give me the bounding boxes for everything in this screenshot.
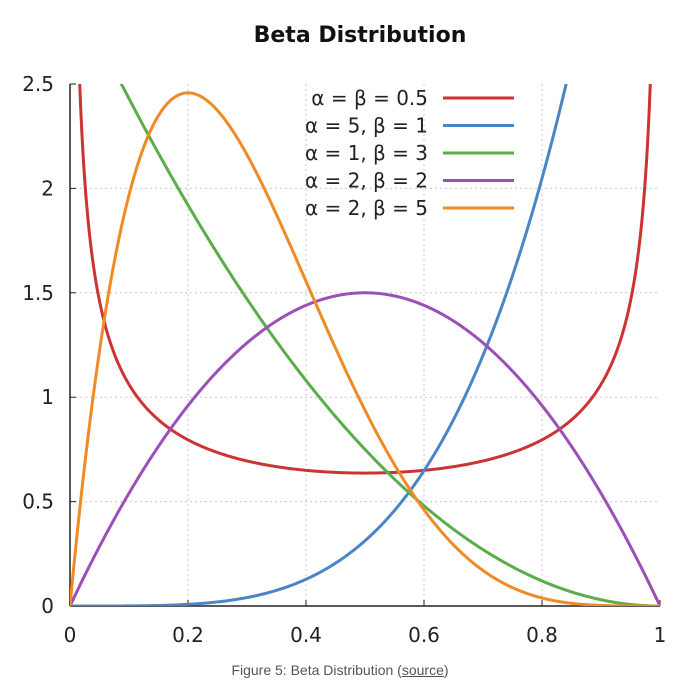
axes: 0 0.2 0.4 0.6 0.8 1 0 0.5 1 1.5 2 2.5: [22, 72, 666, 647]
y-tick-label: 0.5: [22, 490, 54, 514]
series-line-3: [119, 84, 660, 606]
y-tick-label: 2.5: [22, 72, 54, 96]
x-tick-label: 0.2: [172, 623, 204, 647]
series-line-1: [78, 84, 652, 475]
beta-distribution-chart: Beta Distribution 0 0.2 0.4 0.6 0.8 1 0 0.5 1 1.5…: [22, 23, 666, 647]
legend: α = β = 0.5 α = 5, β = 1 α = 1, β = 3 α = 2…: [305, 86, 514, 220]
x-tick-label: 0.8: [526, 623, 558, 647]
series-line-4: [70, 291, 660, 606]
plot-area: [70, 84, 660, 606]
caption-suffix: ): [443, 662, 449, 678]
legend-label-2: α = 5, β = 1: [305, 114, 428, 138]
caption-source-link[interactable]: source: [401, 662, 444, 678]
legend-label-4: α = 2, β = 2: [305, 169, 428, 193]
legend-label-1: α = β = 0.5: [311, 86, 428, 110]
y-tick-label: 2: [41, 176, 54, 200]
caption-prefix: Figure 5: Beta Distribution (: [231, 662, 402, 678]
y-tick-label: 1.5: [22, 281, 54, 305]
x-tick-label: 0: [64, 623, 77, 647]
series-line-5: [70, 91, 660, 606]
x-tick-label: 1: [654, 623, 667, 647]
x-tick-label: 0.6: [408, 623, 440, 647]
series-line-2: [70, 84, 568, 606]
y-tick-label: 1: [41, 385, 54, 409]
chart-title: Beta Distribution: [254, 23, 467, 48]
figure-caption: Figure 5: Beta Distribution (source): [0, 662, 680, 678]
legend-label-3: α = 1, β = 3: [305, 141, 428, 165]
legend-label-5: α = 2, β = 5: [305, 196, 428, 220]
x-tick-label: 0.4: [290, 623, 322, 647]
y-tick-label: 0: [41, 594, 54, 618]
